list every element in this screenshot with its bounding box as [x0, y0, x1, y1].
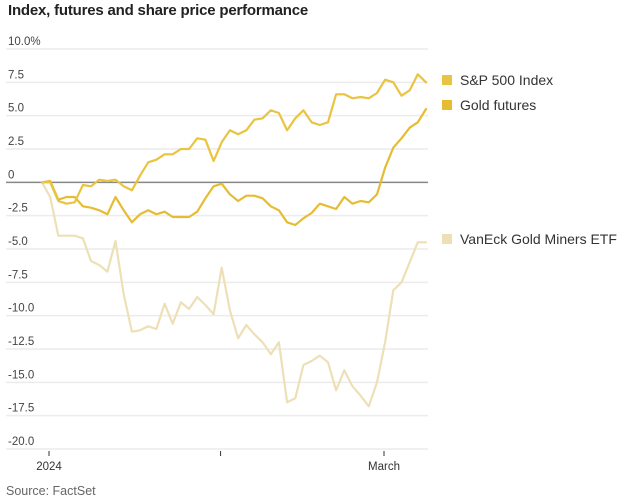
y-tick-label: 0 — [8, 169, 14, 181]
series-line-gold-futures — [40, 107, 428, 227]
y-tick-label: -5.0 — [8, 236, 28, 248]
y-tick-label: 2.5 — [8, 136, 24, 148]
y-tick-label: -2.5 — [8, 203, 28, 215]
y-tick-label: -12.5 — [8, 336, 34, 348]
y-tick-label: -7.5 — [8, 269, 28, 281]
legend-label: Gold futures — [460, 97, 537, 113]
legend-item: Gold futures — [442, 97, 536, 113]
legend-swatch — [442, 75, 452, 85]
gridlines — [6, 48, 428, 450]
legend-label: S&P 500 Index — [460, 72, 554, 88]
chart-title: Index, futures and share price performan… — [8, 2, 309, 19]
y-tick-label: 5.0 — [8, 103, 24, 115]
y-tick-label: 7.5 — [8, 69, 24, 81]
y-tick-label: -10.0 — [8, 303, 34, 315]
y-tick-label: 10.0% — [8, 36, 41, 48]
y-tick-label: -15.0 — [8, 369, 34, 381]
source-note: Source: FactSet — [6, 484, 96, 498]
y-axis-ticks: 10.0% 7.5 5.0 2.5 0 -2.5 -5.0 -7.5 -10.0 -12.5 -15… — [8, 36, 41, 448]
x-axis-ticks: 2024 March — [36, 451, 400, 473]
legend-item: VanEck Gold Miners ETF — [442, 231, 617, 247]
x-tick-label: 2024 — [36, 461, 62, 473]
legend-label: VanEck Gold Miners ETF — [460, 231, 617, 247]
series-lines — [40, 73, 428, 408]
x-tick-label: March — [368, 461, 400, 473]
series-line-s-p-500-index — [40, 73, 428, 205]
y-tick-label: -20.0 — [8, 436, 34, 448]
legend-swatch — [442, 100, 452, 110]
line-chart: 10.0% 7.5 5.0 2.5 0 -2.5 -5.0 -7.5 -10.0 -12.5 -15… — [6, 36, 428, 473]
legend-item: S&P 500 Index — [442, 72, 553, 88]
series-line-vaneck-gold-miners-etf — [40, 181, 428, 408]
legend-swatch — [442, 234, 452, 244]
y-tick-label: -17.5 — [8, 403, 34, 415]
